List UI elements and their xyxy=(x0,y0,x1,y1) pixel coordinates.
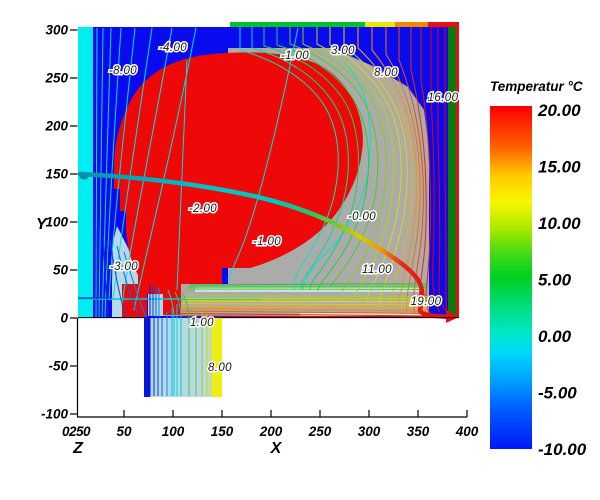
y-axis-tick-labels: 300 250 200 150 100 50 0 -50 -100 xyxy=(41,23,69,422)
x-axis-label: X xyxy=(270,440,283,457)
contour-label: -1.00 xyxy=(281,50,309,62)
colorbar-legend: Temperatur °C 20.00 15.00 10.00 5.00 0.0… xyxy=(490,79,587,459)
x-tick-400: 400 xyxy=(455,424,479,439)
contour-label: 19.00 xyxy=(411,296,442,308)
contour-label: 1.00 xyxy=(190,317,214,329)
x-tick-50: 50 xyxy=(116,424,132,439)
lower-tongue-region xyxy=(144,318,222,397)
y-tick-300: 300 xyxy=(45,23,68,38)
tongue-yellow-edge xyxy=(212,318,222,397)
contour-label: 8.00 xyxy=(374,67,398,79)
x-tick-300: 300 xyxy=(358,424,381,439)
right-green-band xyxy=(448,25,456,318)
contour-label: -4.00 xyxy=(159,42,187,54)
streamline-arrowhead-icon xyxy=(446,310,459,323)
contour-value-labels: -8.00 -4.00 -1.00 3.00 8.00 16.00 -2.00 … xyxy=(107,41,459,376)
tongue-isolines xyxy=(149,289,211,396)
legend-tick-10: 10.00 xyxy=(538,214,581,233)
contour-label: 3.00 xyxy=(331,45,355,57)
x-tick-350: 350 xyxy=(407,424,430,439)
z-axis-label: Z xyxy=(72,440,84,457)
x-tick-200: 200 xyxy=(259,424,283,439)
top-red-band xyxy=(428,22,457,27)
legend-tick-m5: -5.00 xyxy=(538,384,577,403)
top-yellow-band xyxy=(365,22,395,27)
x-tick-100: 100 xyxy=(162,424,185,439)
contour-label: 16.00 xyxy=(428,92,459,104)
blue-isolines xyxy=(96,230,160,318)
streamline xyxy=(77,171,459,323)
top-orange-band xyxy=(395,22,428,27)
x-origin-cluster: 0250 xyxy=(62,424,91,439)
contour-label: 8.00 xyxy=(208,362,232,374)
y-tick-250: 250 xyxy=(44,71,68,86)
light-bottom-sliver xyxy=(300,313,422,316)
legend-title: Temperatur °C xyxy=(490,79,583,94)
isolines xyxy=(78,27,456,396)
y-tick-m100: -100 xyxy=(41,407,69,422)
axes-lines xyxy=(70,29,468,418)
x-axis-tick-labels: 0250 50 100 150 200 250 300 350 400 xyxy=(62,424,479,439)
legend-tick-m10: -10.00 xyxy=(538,440,587,459)
contour-label: 11.00 xyxy=(362,264,392,276)
contour-label: -3.00 xyxy=(110,261,138,273)
legend-tick-5: 5.00 xyxy=(538,271,572,290)
temperature-streamline xyxy=(77,171,453,320)
top-green-band xyxy=(230,22,365,27)
legend-tick-15: 15.00 xyxy=(538,158,581,177)
hot-red-region xyxy=(114,52,363,317)
x-tick-150: 150 xyxy=(211,424,234,439)
y-axis-label: Y xyxy=(36,216,48,233)
colorbar-gradient xyxy=(490,106,532,449)
filled-regions xyxy=(78,22,459,397)
right-red-edge xyxy=(456,22,459,318)
rainbow-fan-isolines xyxy=(239,27,451,316)
tongue-blue-edge xyxy=(144,318,150,397)
legend-tick-0: 0.00 xyxy=(538,327,572,346)
contour-label: -2.00 xyxy=(189,203,217,215)
legend-tick-20: 20.00 xyxy=(537,101,581,120)
x-tick-250: 250 xyxy=(308,424,332,439)
y-tick-100: 100 xyxy=(45,215,68,230)
y-tick-0: 0 xyxy=(60,311,68,326)
contour-label: -8.00 xyxy=(109,65,137,77)
contour-label: -0.00 xyxy=(348,211,376,223)
y-tick-m50: -50 xyxy=(48,359,68,374)
contour-label: -1.00 xyxy=(253,236,281,248)
y-tick-150: 150 xyxy=(45,167,68,182)
channel-isolines xyxy=(179,283,456,318)
y-tick-200: 200 xyxy=(44,119,68,134)
y-tick-50: 50 xyxy=(53,263,69,278)
